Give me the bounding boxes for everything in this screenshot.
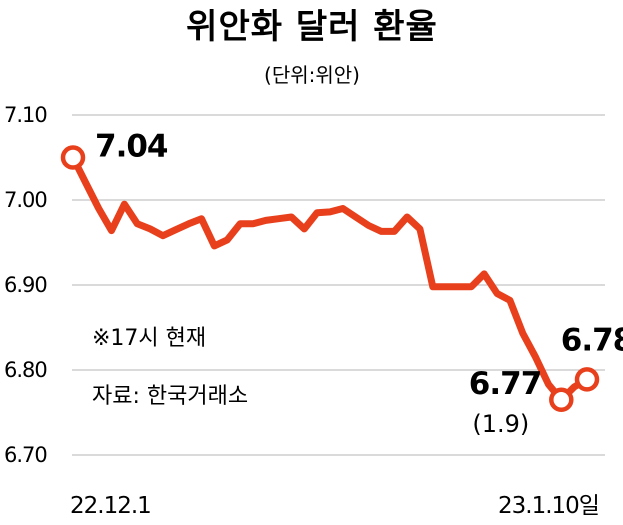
- y-tick-label: 6.70: [4, 443, 47, 467]
- x-label-start: 22.12.1: [70, 493, 151, 519]
- gridlines: [72, 114, 605, 456]
- point-value-label: 6.78: [561, 322, 623, 358]
- series-line: [69, 154, 591, 404]
- x-label-end: 23.1.10일: [498, 493, 599, 519]
- point-value-label: 7.04: [95, 129, 168, 165]
- y-tick-label: 7.10: [4, 103, 47, 127]
- chart-subtitle: (단위:위안): [264, 63, 360, 87]
- point-value-label: 6.77: [469, 366, 542, 402]
- point-date-label: (1.9): [472, 410, 529, 438]
- note-time: ※17시 현재: [92, 326, 206, 351]
- series-line-group: [69, 154, 591, 404]
- annotated-point-marker: [60, 145, 86, 170]
- chart-title: 위안화 달러 환율: [186, 7, 438, 47]
- annotations: 7.04 6.77 (1.9) 6.78: [60, 129, 623, 438]
- annotated-point-marker: [549, 387, 574, 412]
- note-source: 자료: 한국거래소: [92, 384, 248, 409]
- y-axis: 7.10 7.00 6.90 6.80 6.70: [4, 103, 48, 467]
- y-tick-label: 6.80: [4, 358, 47, 382]
- annotated-point-marker: [574, 367, 600, 392]
- y-tick-label: 7.00: [4, 188, 47, 212]
- y-tick-label: 6.90: [4, 273, 47, 297]
